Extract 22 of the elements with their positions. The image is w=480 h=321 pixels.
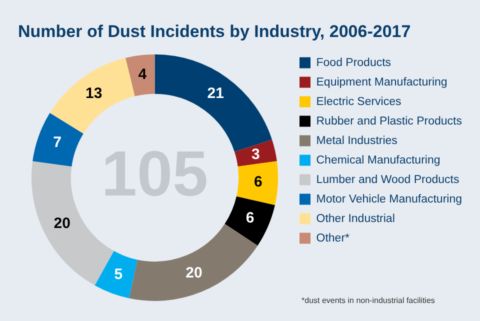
- data-label: 4: [138, 66, 148, 84]
- data-label: 20: [54, 215, 70, 232]
- text: *dust events in non-industrial facilities: [302, 296, 435, 306]
- legend-label: Motor Vehicle Manufacturing: [316, 193, 462, 206]
- data-label: 13: [86, 85, 102, 102]
- data-label: 6: [254, 173, 262, 190]
- data-label: 6: [246, 210, 254, 227]
- legend-label: Other*: [316, 232, 350, 244]
- legend-label: Metal Industries: [316, 134, 398, 147]
- data-label: 3: [252, 146, 260, 163]
- data-label: 7: [53, 134, 62, 151]
- legend-label: Equipment Manufacturing: [316, 76, 448, 88]
- data-label: 20: [186, 264, 202, 282]
- legend-label: Other Industrial: [316, 212, 395, 225]
- legend-label: Electric Services: [316, 96, 402, 108]
- legend-label: Food Products: [316, 56, 392, 69]
- chart-title: Number of Dust Incidents by Industry, 2006-2017: [18, 22, 411, 41]
- legend-label: Chemical Manufacturing: [316, 154, 440, 166]
- data-label: 5: [114, 266, 123, 283]
- legend-label: Rubber and Plastic Products: [316, 115, 462, 128]
- legend-label: Lumber and Wood Products: [316, 174, 460, 186]
- data-label: 21: [207, 85, 224, 102]
